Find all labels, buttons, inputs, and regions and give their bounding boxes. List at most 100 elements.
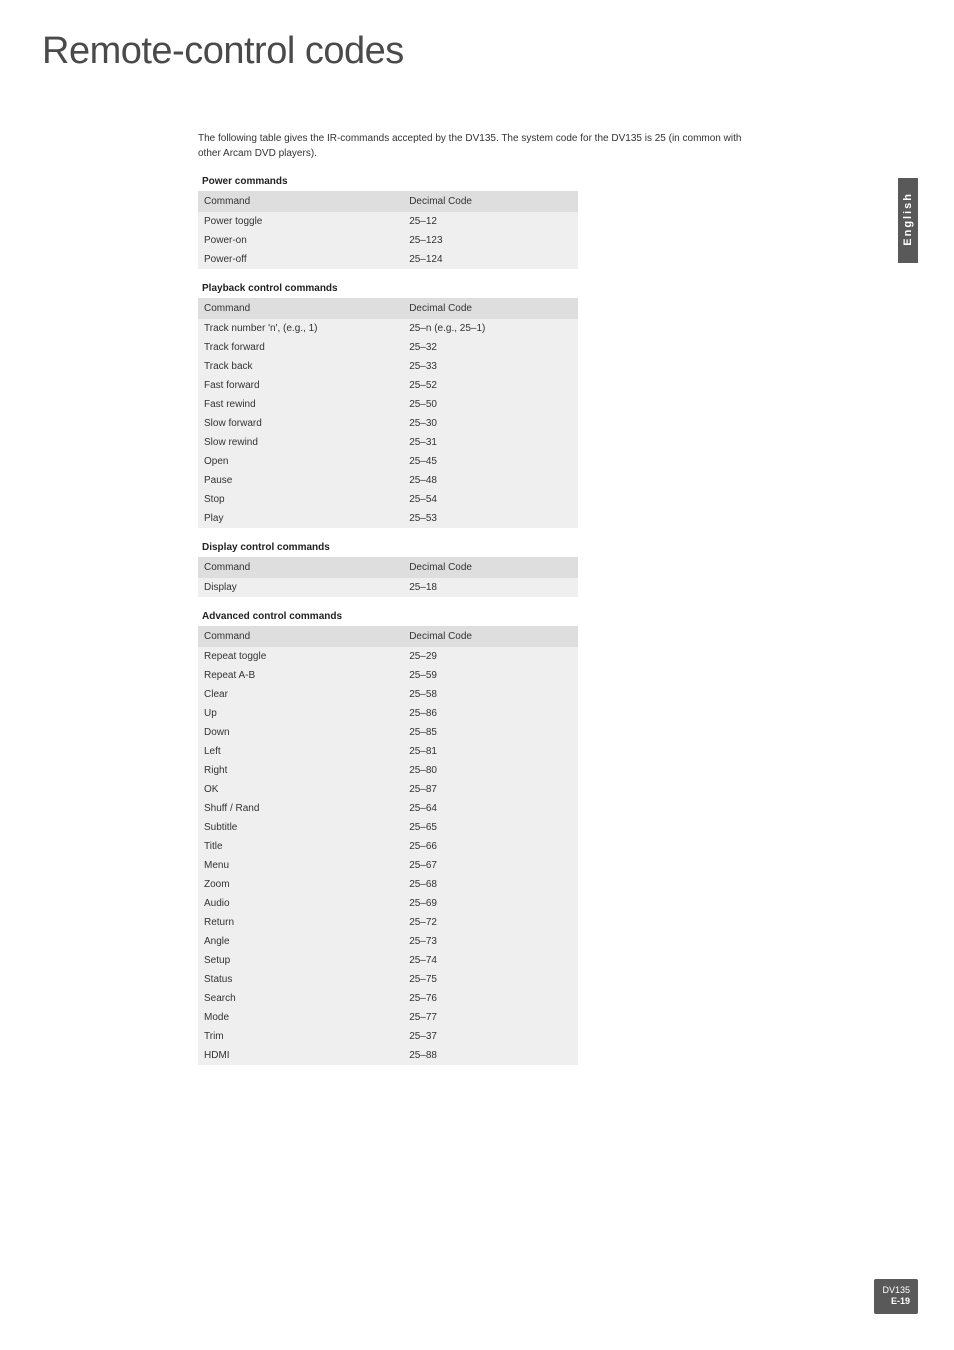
table-header-cell: Command bbox=[198, 626, 403, 647]
page-title: Remote-control codes bbox=[42, 30, 404, 73]
table-row: Display25–18 bbox=[198, 578, 578, 597]
command-cell: Fast forward bbox=[198, 376, 403, 395]
command-cell: Track back bbox=[198, 357, 403, 376]
table-header-cell: Command bbox=[198, 298, 403, 319]
command-cell: Power-off bbox=[198, 250, 403, 269]
table-header-cell: Decimal Code bbox=[403, 298, 578, 319]
command-cell: Slow forward bbox=[198, 414, 403, 433]
command-cell: Up bbox=[198, 704, 403, 723]
code-cell: 25–66 bbox=[403, 837, 578, 856]
table-row: Track forward25–32 bbox=[198, 338, 578, 357]
code-cell: 25–75 bbox=[403, 970, 578, 989]
code-cell: 25–50 bbox=[403, 395, 578, 414]
code-cell: 25–77 bbox=[403, 1008, 578, 1027]
command-cell: OK bbox=[198, 780, 403, 799]
table-row: Stop25–54 bbox=[198, 490, 578, 509]
table-row: Slow forward25–30 bbox=[198, 414, 578, 433]
footer-model: DV135 bbox=[882, 1285, 910, 1297]
table-header-cell: Command bbox=[198, 557, 403, 578]
code-cell: 25–81 bbox=[403, 742, 578, 761]
command-cell: Power-on bbox=[198, 231, 403, 250]
code-cell: 25–18 bbox=[403, 578, 578, 597]
command-cell: Angle bbox=[198, 932, 403, 951]
table-row: Fast forward25–52 bbox=[198, 376, 578, 395]
command-cell: Subtitle bbox=[198, 818, 403, 837]
language-tab: English bbox=[898, 178, 918, 263]
page-footer-chip: DV135 E-19 bbox=[874, 1279, 918, 1314]
command-cell: Return bbox=[198, 913, 403, 932]
table-header-cell: Decimal Code bbox=[403, 626, 578, 647]
section-title: Power commands bbox=[198, 168, 578, 191]
command-cell: Play bbox=[198, 509, 403, 528]
code-cell: 25–65 bbox=[403, 818, 578, 837]
table-row: Return25–72 bbox=[198, 913, 578, 932]
table-row: Left25–81 bbox=[198, 742, 578, 761]
code-cell: 25–64 bbox=[403, 799, 578, 818]
table-row: Power-on25–123 bbox=[198, 231, 578, 250]
table-row: Trim25–37 bbox=[198, 1027, 578, 1046]
code-cell: 25–73 bbox=[403, 932, 578, 951]
command-cell: Repeat A-B bbox=[198, 666, 403, 685]
command-cell: Left bbox=[198, 742, 403, 761]
table-row: Power toggle25–12 bbox=[198, 212, 578, 231]
codes-table: CommandDecimal CodeTrack number 'n', (e.… bbox=[198, 298, 578, 528]
code-cell: 25–29 bbox=[403, 647, 578, 666]
language-tab-label: English bbox=[902, 192, 914, 246]
command-cell: Track forward bbox=[198, 338, 403, 357]
command-cell: Zoom bbox=[198, 875, 403, 894]
table-row: Subtitle25–65 bbox=[198, 818, 578, 837]
code-cell: 25–30 bbox=[403, 414, 578, 433]
table-row: Up25–86 bbox=[198, 704, 578, 723]
table-row: Status25–75 bbox=[198, 970, 578, 989]
command-cell: Slow rewind bbox=[198, 433, 403, 452]
code-cell: 25–67 bbox=[403, 856, 578, 875]
table-row: Zoom25–68 bbox=[198, 875, 578, 894]
code-cell: 25–86 bbox=[403, 704, 578, 723]
command-cell: Status bbox=[198, 970, 403, 989]
table-row: Audio25–69 bbox=[198, 894, 578, 913]
section-title: Display control commands bbox=[198, 534, 578, 557]
table-row: Repeat A-B25–59 bbox=[198, 666, 578, 685]
table-row: Repeat toggle25–29 bbox=[198, 647, 578, 666]
command-cell: Open bbox=[198, 452, 403, 471]
code-cell: 25–123 bbox=[403, 231, 578, 250]
command-cell: Menu bbox=[198, 856, 403, 875]
code-cell: 25–58 bbox=[403, 685, 578, 704]
code-cell: 25–31 bbox=[403, 433, 578, 452]
command-cell: Pause bbox=[198, 471, 403, 490]
table-row: Setup25–74 bbox=[198, 951, 578, 970]
table-row: Shuff / Rand25–64 bbox=[198, 799, 578, 818]
table-header-cell: Decimal Code bbox=[403, 557, 578, 578]
command-cell: Power toggle bbox=[198, 212, 403, 231]
table-header-cell: Decimal Code bbox=[403, 191, 578, 212]
command-cell: Stop bbox=[198, 490, 403, 509]
table-row: Play25–53 bbox=[198, 509, 578, 528]
command-cell: Title bbox=[198, 837, 403, 856]
code-cell: 25–59 bbox=[403, 666, 578, 685]
code-cell: 25–68 bbox=[403, 875, 578, 894]
code-cell: 25–48 bbox=[403, 471, 578, 490]
command-cell: Mode bbox=[198, 1008, 403, 1027]
table-row: Title25–66 bbox=[198, 837, 578, 856]
table-row: Angle25–73 bbox=[198, 932, 578, 951]
section-title: Advanced control commands bbox=[198, 603, 578, 626]
intro-paragraph: The following table gives the IR-command… bbox=[198, 132, 758, 161]
table-row: Fast rewind25–50 bbox=[198, 395, 578, 414]
codes-table: CommandDecimal CodeDisplay25–18 bbox=[198, 557, 578, 597]
table-row: HDMI25–88 bbox=[198, 1046, 578, 1065]
command-cell: Down bbox=[198, 723, 403, 742]
codes-table: CommandDecimal CodePower toggle25–12Powe… bbox=[198, 191, 578, 269]
command-cell: Repeat toggle bbox=[198, 647, 403, 666]
section-title: Playback control commands bbox=[198, 275, 578, 298]
table-row: Power-off25–124 bbox=[198, 250, 578, 269]
table-row: Track number 'n', (e.g., 1)25–n (e.g., 2… bbox=[198, 319, 578, 338]
command-cell: Trim bbox=[198, 1027, 403, 1046]
table-row: Mode25–77 bbox=[198, 1008, 578, 1027]
command-cell: Search bbox=[198, 989, 403, 1008]
table-row: Track back25–33 bbox=[198, 357, 578, 376]
code-cell: 25–124 bbox=[403, 250, 578, 269]
code-cell: 25–76 bbox=[403, 989, 578, 1008]
code-cell: 25–52 bbox=[403, 376, 578, 395]
command-cell: Track number 'n', (e.g., 1) bbox=[198, 319, 403, 338]
code-cell: 25–87 bbox=[403, 780, 578, 799]
